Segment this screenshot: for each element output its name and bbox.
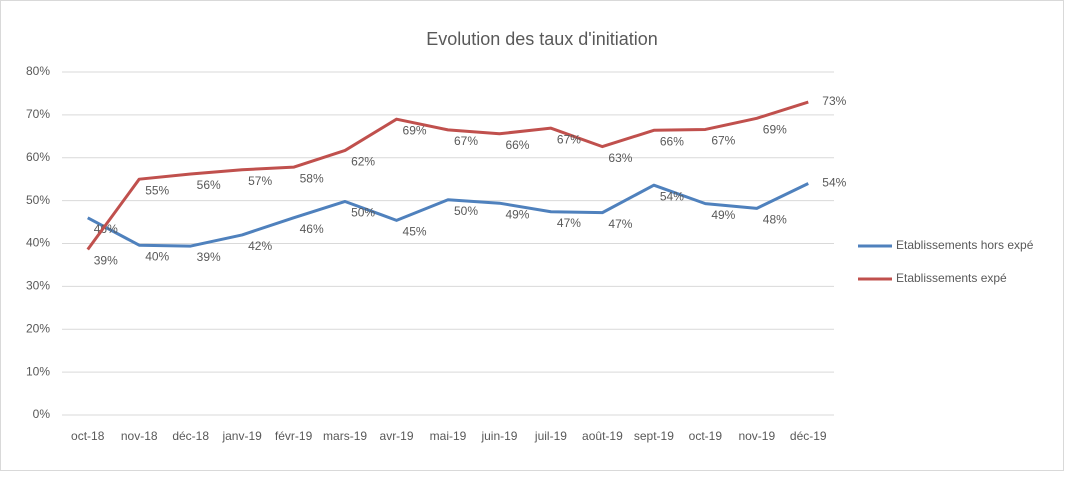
chart-title: Evolution des taux d'initiation: [426, 29, 658, 49]
y-tick-label: 30%: [26, 279, 50, 293]
data-label: 46%: [300, 222, 324, 236]
y-tick-label: 70%: [26, 107, 50, 121]
data-label: 55%: [145, 183, 169, 197]
series-line: [87, 182, 809, 248]
data-label: 58%: [300, 171, 324, 185]
y-tick-label: 50%: [26, 193, 50, 207]
y-tick-label: 80%: [26, 64, 50, 78]
legend-label: Etablissements hors expé: [896, 238, 1034, 252]
x-tick-label: avr-19: [380, 429, 414, 443]
data-label: 48%: [763, 213, 787, 227]
data-label: 47%: [608, 217, 632, 231]
x-tick-label: juin-19: [480, 429, 517, 443]
x-tick-label: juil-19: [534, 429, 567, 443]
x-tick-label: déc-18: [172, 429, 209, 443]
x-tick-label: nov-18: [121, 429, 158, 443]
data-label: 39%: [94, 254, 118, 268]
x-tick-label: août-19: [582, 429, 623, 443]
data-label: 67%: [557, 132, 581, 146]
series-line: [86, 100, 809, 251]
data-label: 49%: [505, 207, 529, 221]
data-label: 42%: [248, 239, 272, 253]
data-label: 39%: [197, 250, 221, 264]
x-tick-label: mai-19: [430, 429, 467, 443]
data-label: 40%: [145, 249, 169, 263]
x-tick-label: janv-19: [221, 429, 262, 443]
data-label: 50%: [454, 204, 478, 218]
x-tick-label: déc-19: [790, 429, 827, 443]
x-tick-label: nov-19: [738, 429, 775, 443]
y-tick-label: 10%: [26, 364, 50, 378]
x-tick-label: oct-18: [71, 429, 105, 443]
x-tick-label: sept-19: [634, 429, 674, 443]
data-label: 63%: [608, 151, 632, 165]
data-label: 69%: [763, 122, 787, 136]
y-tick-label: 60%: [26, 150, 50, 164]
data-label: 66%: [660, 134, 684, 148]
data-label: 66%: [505, 138, 529, 152]
data-label: 69%: [403, 123, 427, 137]
data-label: 50%: [351, 206, 375, 220]
y-tick-label: 20%: [26, 321, 50, 335]
data-label: 47%: [557, 216, 581, 230]
data-label: 73%: [822, 94, 846, 108]
data-label: 62%: [351, 155, 375, 169]
y-tick-label: 0%: [33, 407, 51, 421]
x-tick-label: mars-19: [323, 429, 367, 443]
data-label: 56%: [197, 178, 221, 192]
data-label: 54%: [822, 176, 846, 190]
x-tick-label: oct-19: [689, 429, 723, 443]
data-label: 67%: [711, 134, 735, 148]
x-tick-label: févr-19: [275, 429, 313, 443]
legend-label: Etablissements expé: [896, 271, 1007, 285]
data-label: 67%: [454, 134, 478, 148]
y-tick-label: 40%: [26, 236, 50, 250]
data-label: 54%: [660, 189, 684, 203]
data-label: 49%: [711, 208, 735, 222]
data-label: 57%: [248, 174, 272, 188]
data-label: 45%: [403, 225, 427, 239]
